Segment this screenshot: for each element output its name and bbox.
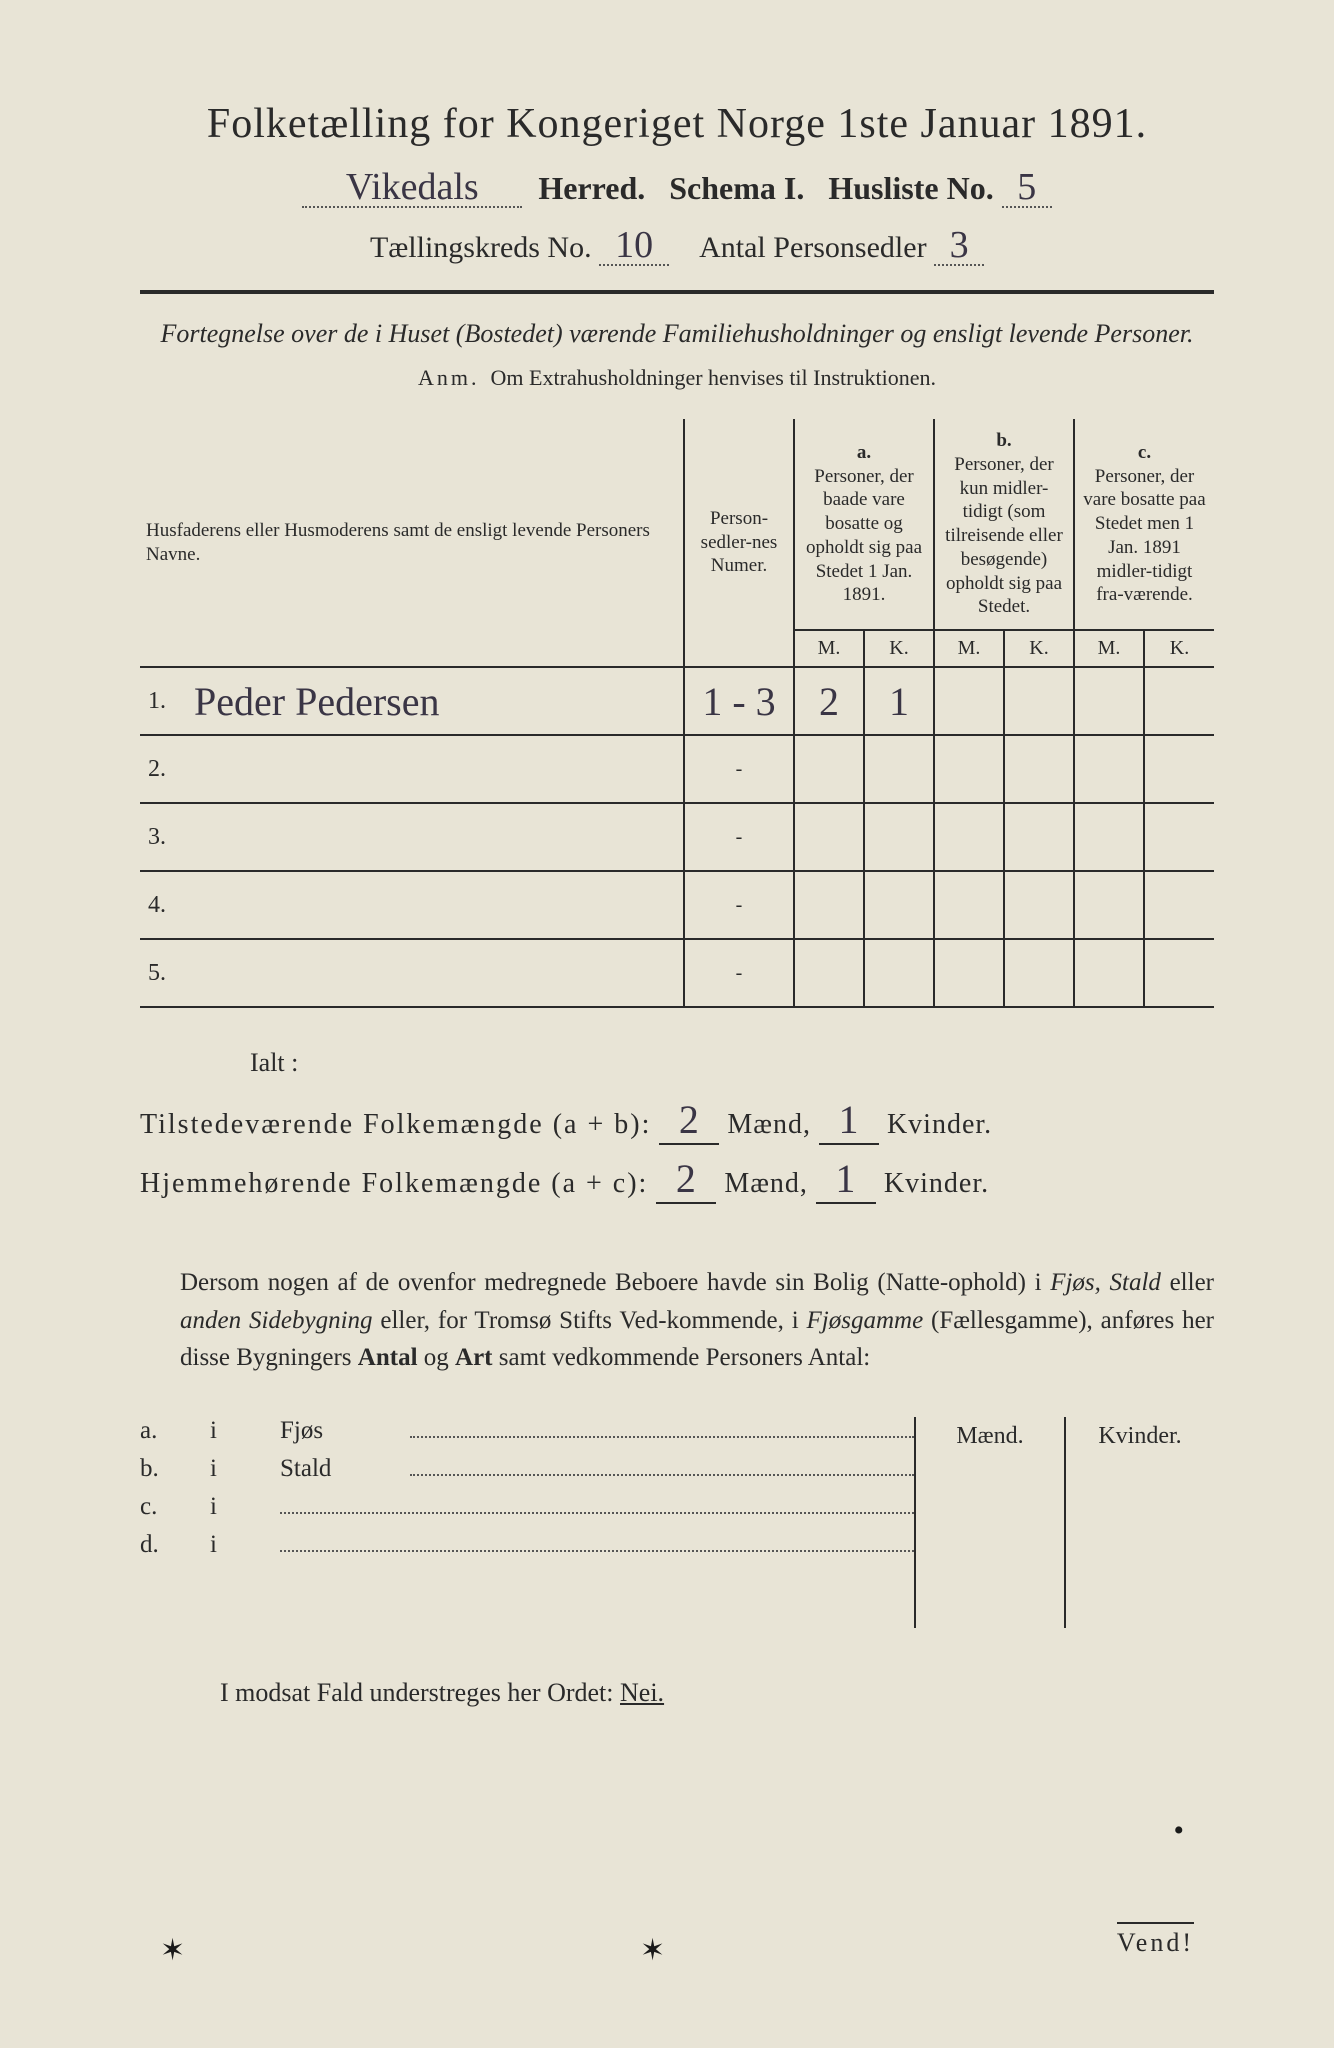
tilstede-k: 1 — [819, 1096, 879, 1145]
row-b-m — [934, 667, 1004, 735]
col-header-b: b.Personer, der kun midler-tidigt (som t… — [934, 419, 1074, 630]
husliste-label: Husliste No. — [828, 170, 993, 206]
row-c-k — [1144, 667, 1214, 735]
page-title: Folketælling for Kongeriget Norge 1ste J… — [140, 100, 1214, 148]
row-number: 4. — [140, 871, 186, 939]
tilstede-label: Tilstedeværende Folkemængde (a + b): — [140, 1109, 651, 1140]
ink-dot-icon: ✶ — [160, 1933, 185, 1968]
row-num: - — [684, 871, 794, 939]
table-row: 1. Peder Pedersen 1 - 3 2 1 — [140, 667, 1214, 735]
anm-label: Anm. — [418, 365, 480, 390]
ink-dot-icon: • — [1173, 1814, 1184, 1848]
row-number: 1. — [140, 667, 186, 735]
kreds-value: 10 — [599, 226, 669, 266]
row-name — [186, 871, 684, 939]
ink-dot-icon: ✶ — [640, 1933, 665, 1968]
table-row: 5. - — [140, 939, 1214, 1007]
sub-table-right: Mænd. Kvinder. — [914, 1417, 1214, 1628]
ialt-label: Ialt : — [250, 1048, 1214, 1078]
sub-row: a. i Fjøs — [140, 1417, 914, 1445]
hjemme-m: 2 — [656, 1155, 716, 1204]
sub-row: b. i Stald — [140, 1455, 914, 1483]
sub-row: c. i — [140, 1493, 914, 1521]
maend-label: Mænd, — [727, 1109, 811, 1140]
col-header-c: c.Personer, der vare bosatte paa Stedet … — [1074, 419, 1214, 630]
totals-line-2: Hjemmehørende Folkemængde (a + c): 2 Mæn… — [140, 1155, 1214, 1204]
row-num: - — [684, 735, 794, 803]
col-a-k: K. — [864, 630, 934, 667]
row-name — [186, 939, 684, 1007]
nei-word: Nei. — [620, 1678, 664, 1707]
herred-value: Vikedals — [302, 168, 522, 208]
row-c-m — [1074, 667, 1144, 735]
row-name — [186, 735, 684, 803]
col-c-k: K. — [1144, 630, 1214, 667]
row-a-k: 1 — [864, 667, 934, 735]
sub-table: a. i Fjøs b. i Stald c. i d. i — [140, 1417, 1214, 1628]
col-header-num: Person-sedler-nes Numer. — [684, 419, 794, 667]
row-number: 2. — [140, 735, 186, 803]
col-a-m: M. — [794, 630, 864, 667]
antal-value: 3 — [934, 226, 984, 266]
tilstede-m: 2 — [659, 1096, 719, 1145]
sub-row: d. i — [140, 1531, 914, 1559]
row-number: 3. — [140, 803, 186, 871]
row-num: - — [684, 939, 794, 1007]
annotation-line: Anm. Om Extrahusholdninger henvises til … — [140, 365, 1214, 391]
row-number: 5. — [140, 939, 186, 1007]
col-header-a: a.Personer, der baade vare bosatte og op… — [794, 419, 934, 630]
subtitle: Fortegnelse over de i Huset (Bostedet) v… — [140, 316, 1214, 351]
table-row: 3. - — [140, 803, 1214, 871]
row-num: - — [684, 803, 794, 871]
census-form-page: Folketælling for Kongeriget Norge 1ste J… — [0, 0, 1334, 2048]
row-a-m: 2 — [794, 667, 864, 735]
col-b-k: K. — [1004, 630, 1074, 667]
totals-line-1: Tilstedeværende Folkemængde (a + b): 2 M… — [140, 1096, 1214, 1145]
table-row: 4. - — [140, 871, 1214, 939]
sub-maend-header: Mænd. — [916, 1417, 1066, 1468]
row-b-k — [1004, 667, 1074, 735]
vend-label: Vend! — [1117, 1922, 1194, 1958]
maend-label-2: Mænd, — [724, 1168, 808, 1199]
header-line-1: Vikedals Herred. Schema I. Husliste No. … — [140, 168, 1214, 208]
paragraph: Dersom nogen af de ovenfor medregnede Be… — [180, 1264, 1214, 1377]
col-b-m: M. — [934, 630, 1004, 667]
row-name: Peder Pedersen — [186, 667, 684, 735]
herred-label: Herred. — [538, 170, 645, 206]
row-name — [186, 803, 684, 871]
husliste-value: 5 — [1002, 168, 1052, 208]
hjemme-k: 1 — [816, 1155, 876, 1204]
hjemme-label: Hjemmehørende Folkemængde (a + c): — [140, 1168, 648, 1199]
col-header-name: Husfaderens eller Husmoderens samt de en… — [140, 419, 684, 667]
main-table: Husfaderens eller Husmoderens samt de en… — [140, 419, 1214, 1008]
col-c-m: M. — [1074, 630, 1144, 667]
kvinder-label-2: Kvinder. — [884, 1168, 989, 1199]
row-num: 1 - 3 — [684, 667, 794, 735]
antal-label: Antal Personsedler — [699, 231, 926, 264]
divider — [140, 290, 1214, 294]
header-line-2: Tællingskreds No. 10 Antal Personsedler … — [140, 226, 1214, 266]
nei-line: I modsat Fald understreges her Ordet: Ne… — [220, 1678, 1214, 1708]
sub-kvinder-header: Kvinder. — [1066, 1417, 1214, 1468]
anm-text: Om Extrahusholdninger henvises til Instr… — [491, 365, 936, 390]
table-row: 2. - — [140, 735, 1214, 803]
kvinder-label: Kvinder. — [887, 1109, 992, 1140]
schema-label: Schema I. — [669, 170, 804, 206]
kreds-label: Tællingskreds No. — [370, 231, 592, 264]
sub-table-left: a. i Fjøs b. i Stald c. i d. i — [140, 1417, 914, 1628]
